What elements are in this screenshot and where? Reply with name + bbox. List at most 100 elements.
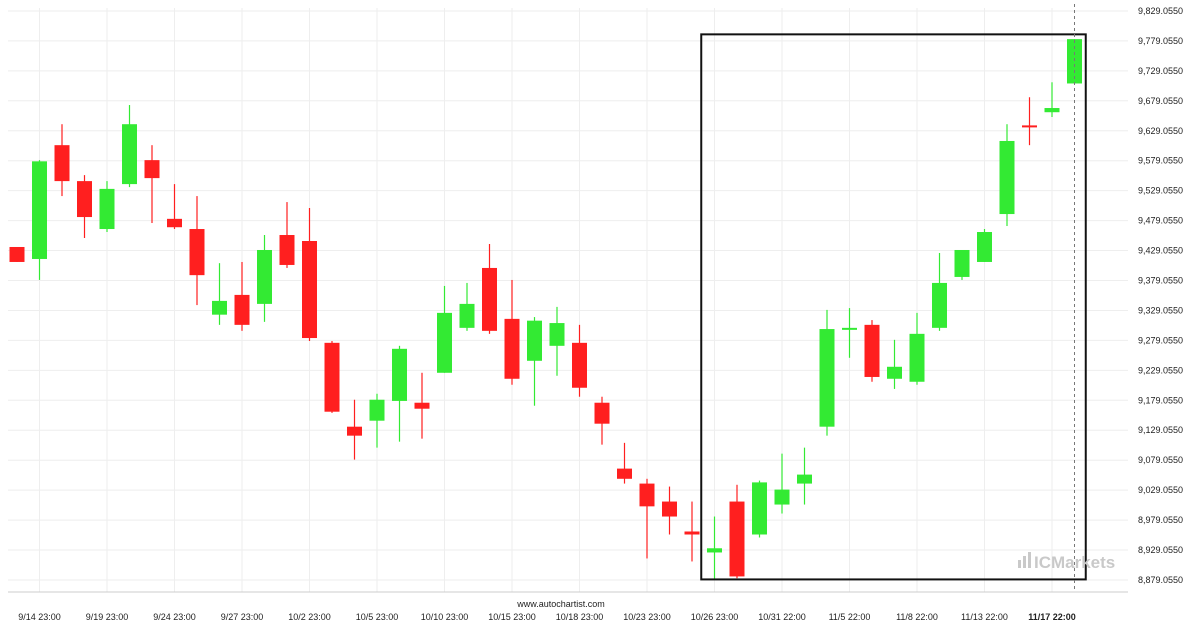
- candle-body: [392, 348, 407, 401]
- candle-bullish: [1044, 82, 1060, 118]
- candle-bullish: [99, 181, 115, 233]
- logo-bar-icon: [1028, 552, 1031, 568]
- candle-bearish: [639, 478, 655, 559]
- candle-body: [414, 402, 430, 409]
- candle-bearish: [594, 396, 610, 445]
- candle-bearish: [234, 261, 250, 331]
- candle-body: [819, 329, 835, 427]
- y-tick-label: 9,529.0550: [1138, 186, 1183, 196]
- candle-body: [459, 303, 475, 328]
- candle-body: [977, 232, 992, 262]
- candle-body: [1044, 108, 1060, 113]
- candle-body: [527, 320, 542, 361]
- y-tick-label: 9,229.0550: [1138, 365, 1183, 375]
- candle-body: [77, 181, 92, 218]
- candle-body: [729, 501, 745, 577]
- logo-bar-icon: [1018, 560, 1021, 568]
- y-tick-label: 9,079.0550: [1138, 455, 1183, 465]
- candle-body: [257, 249, 272, 304]
- x-tick-label: 10/10 23:00: [421, 612, 469, 622]
- candle-bullish: [549, 306, 565, 376]
- x-tick-label: 10/18 23:00: [556, 612, 604, 622]
- x-tick-label: 9/19 23:00: [86, 612, 129, 622]
- candle-bullish: [437, 285, 452, 373]
- y-tick-label: 8,929.0550: [1138, 545, 1183, 555]
- candle-body: [482, 267, 497, 331]
- candle-bearish: [279, 202, 295, 268]
- candle-body: [549, 323, 565, 346]
- candle-body: [324, 342, 340, 412]
- candle-body: [639, 483, 655, 507]
- x-tick-label: 10/15 23:00: [488, 612, 536, 622]
- x-tick-label: 10/23 23:00: [623, 612, 671, 622]
- candle-body: [752, 482, 767, 535]
- candle-bullish: [774, 453, 790, 514]
- candle-bearish: [729, 484, 745, 579]
- y-tick-label: 9,429.0550: [1138, 246, 1183, 256]
- y-tick-label: 9,829.0550: [1138, 6, 1183, 16]
- pattern-box-group: [700, 4, 1087, 592]
- candle-body: [122, 124, 137, 185]
- candle-bullish: [459, 282, 475, 331]
- candle-bearish: [414, 372, 430, 439]
- candle-body: [32, 161, 47, 259]
- x-tick-label: 9/24 23:00: [153, 612, 196, 622]
- x-tick-label: 10/26 23:00: [691, 612, 739, 622]
- x-tick-label: 11/5 22:00: [829, 612, 871, 622]
- x-tick-label: 11/17 22:00: [1028, 612, 1076, 622]
- candle-body: [864, 324, 880, 377]
- y-tick-label: 9,179.0550: [1138, 395, 1183, 405]
- candle-bearish: [302, 208, 317, 342]
- candle-bearish: [324, 341, 340, 413]
- candle-bearish: [189, 196, 205, 306]
- candle-bullish: [954, 249, 970, 280]
- candle-bullish: [257, 235, 272, 322]
- candle-bearish: [572, 324, 587, 397]
- candle-bearish: [482, 243, 497, 334]
- candle-bullish: [527, 317, 542, 406]
- candle-bullish: [122, 105, 137, 188]
- candle-body: [167, 218, 182, 228]
- candle-bullish: [909, 312, 925, 385]
- y-axis-ticks: 9,829.0550 9,779.0550 9,729.0550 9,679.0550…: [1138, 6, 1183, 585]
- watermark-text: ICMarkets: [1034, 553, 1115, 572]
- x-tick-label: 10/2 23:00: [288, 612, 331, 622]
- y-tick-label: 8,879.0550: [1138, 575, 1183, 585]
- candle-bullish: [392, 345, 407, 442]
- candle-body: [909, 333, 925, 382]
- y-tick-label: 9,779.0550: [1138, 36, 1183, 46]
- x-tick-label: 11/8 22:00: [896, 612, 938, 622]
- x-tick-label: 9/14 23:00: [18, 612, 61, 622]
- candle-bearish: [684, 501, 700, 562]
- candle-body: [842, 327, 857, 330]
- candle-bullish: [32, 160, 47, 280]
- candle-bearish: [662, 486, 677, 535]
- candle-body: [1022, 125, 1037, 128]
- candle-bullish: [369, 393, 385, 448]
- candle-body: [594, 402, 610, 424]
- x-axis-ticks: 9/14 23:00 9/19 23:00 9/24 23:00 9/27 23:00…: [18, 612, 1076, 622]
- candle-bullish: [842, 308, 857, 358]
- candle-bearish: [54, 124, 70, 197]
- candle-bullish: [212, 263, 227, 325]
- grid-lines: [8, 8, 1128, 592]
- candle-body: [212, 300, 227, 315]
- candle-body: [707, 548, 722, 553]
- candle-body: [617, 468, 632, 479]
- y-tick-label: 9,629.0550: [1138, 126, 1183, 136]
- candle-body: [572, 342, 587, 388]
- candle-bearish: [504, 279, 520, 385]
- candle-bullish: [999, 124, 1015, 227]
- candle-body: [1067, 39, 1082, 84]
- candle-bullish: [707, 516, 722, 580]
- x-tick-label: 11/13 22:00: [961, 612, 1008, 622]
- candle-bearish: [9, 246, 25, 262]
- candle-bearish: [77, 175, 92, 239]
- candle-bullish: [819, 309, 835, 436]
- candle-bearish: [144, 145, 160, 224]
- candle-bearish: [347, 399, 362, 460]
- y-tick-label: 9,329.0550: [1138, 305, 1183, 315]
- watermark-logo: ICMarkets: [1018, 552, 1115, 572]
- candle-body: [234, 294, 250, 325]
- candle-bullish: [887, 339, 902, 389]
